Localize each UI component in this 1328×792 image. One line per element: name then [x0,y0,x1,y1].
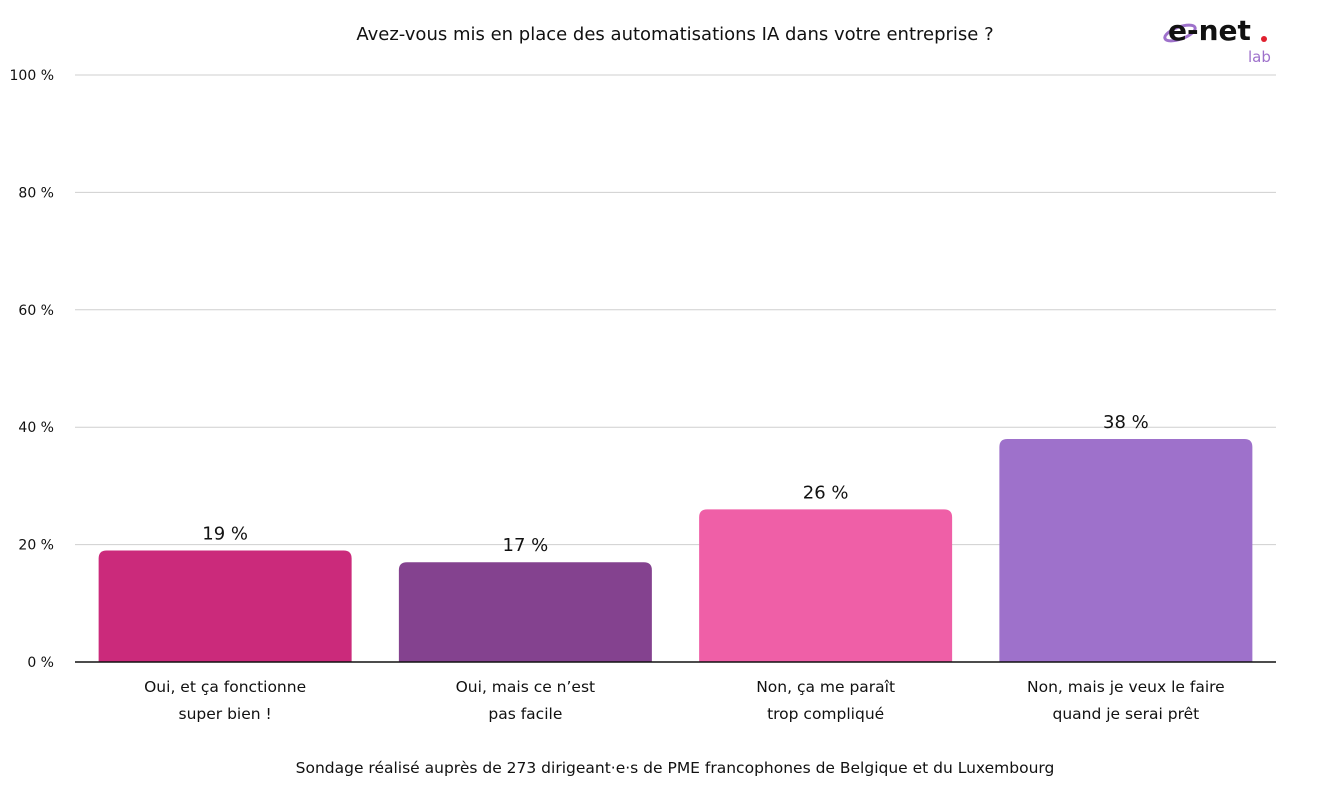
y-tick-label: 0 % [27,655,54,671]
y-tick-label: 80 % [18,185,54,201]
x-tick-label: trop compliqué [767,705,884,723]
data-label: 38 % [1103,412,1149,433]
e-net-lab-logo: e-net lab [1163,14,1271,66]
y-tick-label: 40 % [18,420,54,436]
svg-text:e-net: e-net [1168,14,1251,47]
data-label: 19 % [202,523,248,544]
x-tick-label: Oui, mais ce n’est [456,678,596,696]
bar [999,438,1253,662]
bar [98,550,352,662]
x-tick-label: quand je serai prêt [1053,705,1200,723]
x-tick-label: pas facile [488,705,562,723]
data-label: 26 % [803,482,849,503]
footnote: Sondage réalisé auprès de 273 dirigeant·… [295,759,1055,777]
bar [699,509,953,662]
x-tick-label: Non, ça me paraît [756,678,895,696]
y-tick-label: 100 % [10,68,54,84]
x-tick-label: Oui, et ça fonctionne [144,678,306,696]
x-tick-label: Non, mais je veux le faire [1027,678,1225,696]
y-tick-label: 20 % [18,538,54,554]
x-tick-label: super bien ! [179,705,272,723]
y-tick-label: 60 % [18,303,54,319]
chart-title: Avez-vous mis en place des automatisatio… [356,24,994,45]
svg-text:lab: lab [1248,48,1271,66]
data-label: 17 % [503,535,549,556]
bar [398,562,652,662]
